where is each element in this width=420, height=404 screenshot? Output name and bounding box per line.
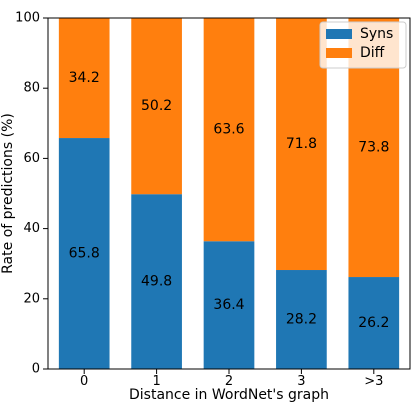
legend-swatch-syns bbox=[326, 29, 352, 39]
axes-group: 0 20 40 60 80 100 0 1 2 3 >3 bbox=[15, 11, 411, 389]
data-label-diff-3: 71.8 bbox=[286, 136, 317, 152]
legend: Syns Diff bbox=[319, 21, 407, 69]
plot-frame bbox=[47, 17, 411, 370]
y-axis-title: Rate of predictions (%) bbox=[0, 113, 16, 274]
data-label-diff-4: 73.8 bbox=[358, 140, 389, 156]
bar-diff-2 bbox=[203, 18, 255, 242]
data-label-syns-1: 49.8 bbox=[141, 274, 172, 290]
x-tick-label-1: 1 bbox=[152, 374, 160, 389]
legend-swatch-diff bbox=[326, 48, 352, 58]
bar-diff-3 bbox=[276, 18, 327, 271]
data-label-diff-2: 63.6 bbox=[213, 122, 244, 138]
bars-group bbox=[58, 18, 400, 369]
legend-label-syns: Syns bbox=[360, 26, 393, 42]
data-label-syns-3: 28.2 bbox=[286, 312, 317, 328]
bar-diff-0 bbox=[58, 18, 110, 139]
data-label-diff-1: 50.2 bbox=[141, 98, 172, 114]
bar-syns-2 bbox=[203, 241, 255, 369]
data-label-syns-2: 36.4 bbox=[213, 297, 244, 313]
y-tick-label-40: 40 bbox=[23, 221, 40, 236]
y-tick-label-60: 60 bbox=[23, 151, 40, 166]
y-tick-label-0: 0 bbox=[32, 362, 40, 377]
y-tick-label-80: 80 bbox=[23, 81, 40, 96]
bar-syns-1 bbox=[131, 194, 182, 369]
bar-syns-3 bbox=[276, 270, 327, 369]
data-label-syns-0: 65.8 bbox=[69, 246, 100, 262]
y-tick-label-100: 100 bbox=[15, 11, 40, 26]
data-label-syns-4: 26.2 bbox=[358, 315, 389, 331]
x-tick-label-2: 2 bbox=[225, 374, 233, 389]
data-label-diff-0: 34.2 bbox=[69, 70, 100, 86]
data-labels-group: 65.8 34.2 49.8 50.2 36.4 63.6 28.2 71.8 26.2 73.8 bbox=[69, 70, 390, 331]
bar-diff-1 bbox=[131, 18, 182, 195]
legend-label-diff: Diff bbox=[360, 45, 385, 61]
x-tick-label-0: 0 bbox=[80, 374, 88, 389]
x-tick-label-4: >3 bbox=[364, 374, 383, 389]
bar-syns-0 bbox=[58, 138, 110, 369]
x-tick-label-3: 3 bbox=[297, 374, 305, 389]
y-tick-label-20: 20 bbox=[23, 291, 40, 306]
x-axis-title: Distance in WordNet's graph bbox=[129, 387, 329, 403]
bar-syns-4 bbox=[348, 277, 400, 369]
